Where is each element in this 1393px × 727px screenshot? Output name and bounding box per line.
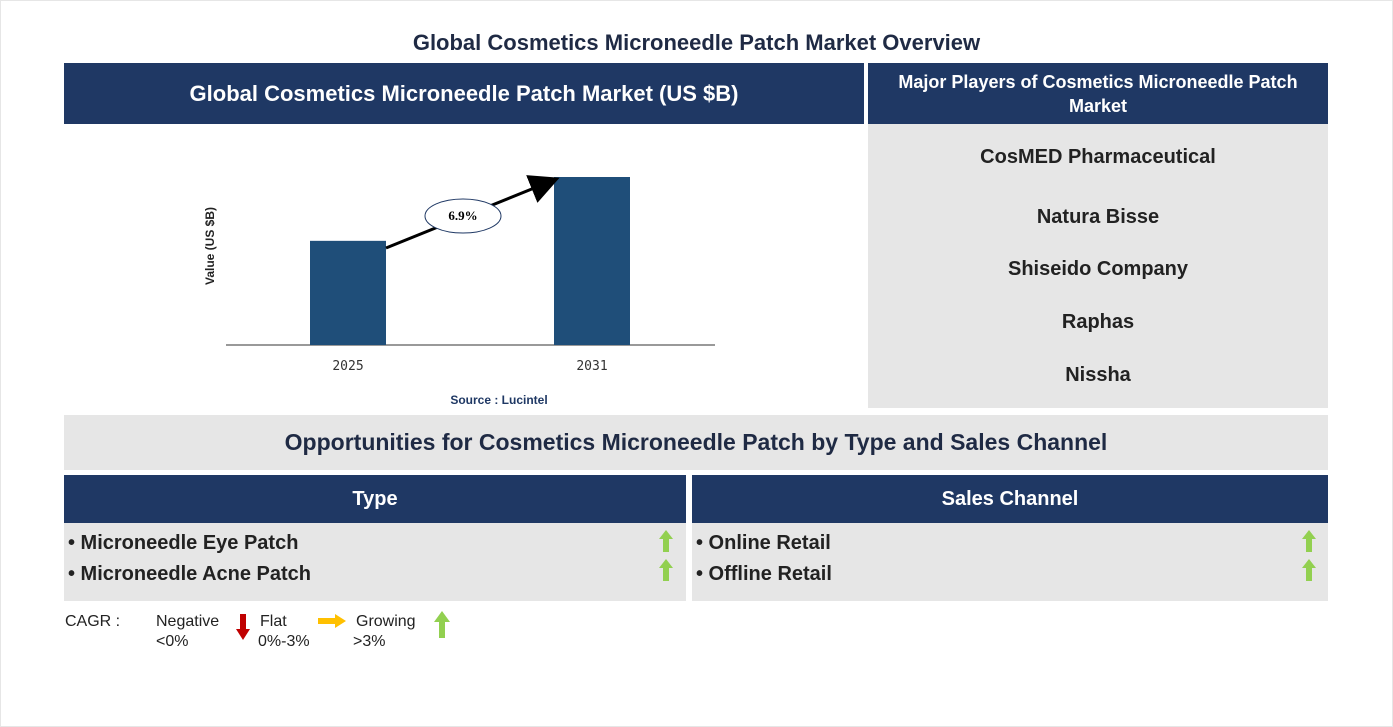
x-tick-label: 2031 [576, 359, 607, 374]
y-axis-label: Value (US $B) [203, 207, 217, 285]
channel-item: • Offline Retail [696, 563, 832, 585]
bar-chart: Value (US $B) 2025 2031 6.9% Source : Luc… [64, 124, 864, 410]
legend-growing: Growing [356, 613, 416, 630]
chart-svg: Value (US $B) 2025 2031 6.9% Source : Luc… [203, 175, 715, 407]
bar-2025 [310, 240, 386, 345]
flat-arrow-icon [318, 614, 346, 628]
player-item: CosMED Pharmaceutical [980, 146, 1216, 168]
player-item: Natura Bisse [1036, 206, 1160, 228]
growing-arrow-icon [434, 611, 450, 638]
bar-2031 [554, 177, 630, 345]
legend-cagr-label: CAGR : [65, 613, 121, 630]
type-item: • Microneedle Acne Patch [68, 563, 311, 585]
legend-flat-range: 0%-3% [258, 633, 310, 650]
legend-negative: Negative [156, 613, 220, 630]
player-item: Raphas [1061, 311, 1135, 333]
legend-growing-range: >3% [353, 633, 386, 650]
legend-flat: Flat [260, 613, 287, 630]
growing-arrow-icon [1302, 530, 1316, 552]
chart-header: Global Cosmetics Microneedle Patch Marke… [64, 63, 864, 124]
cagr-bubble [424, 198, 502, 234]
growing-arrow-icon [1302, 559, 1316, 581]
negative-arrow-icon [236, 614, 250, 640]
players-header: Major Players of Cosmetics Microneedle P… [868, 63, 1328, 124]
x-tick-label: 2025 [332, 359, 363, 374]
channel-item: • Online Retail [696, 532, 831, 554]
page-title: Global Cosmetics Microneedle Patch Marke… [412, 30, 981, 55]
type-list: • Microneedle Eye Patch • Microneedle Ac… [64, 523, 686, 601]
opportunities-title: Opportunities for Cosmetics Microneedle … [64, 415, 1328, 470]
type-header: Type [64, 475, 686, 523]
growing-arrow-icon [659, 530, 673, 552]
player-item: Shiseido Company [1007, 258, 1189, 280]
legend-negative-range: <0% [156, 633, 189, 650]
players-list: CosMED Pharmaceutical Natura Bisse Shise… [868, 124, 1328, 408]
growing-arrow-icon [659, 559, 673, 581]
player-item: Nissha [1065, 364, 1131, 386]
sales-channel-list: • Online Retail • Offline Retail [692, 523, 1328, 601]
sales-channel-header: Sales Channel [692, 475, 1328, 523]
chart-source: Source : Lucintel [450, 393, 547, 407]
cagr-label: 6.9% [448, 208, 477, 223]
type-item: • Microneedle Eye Patch [68, 532, 299, 554]
